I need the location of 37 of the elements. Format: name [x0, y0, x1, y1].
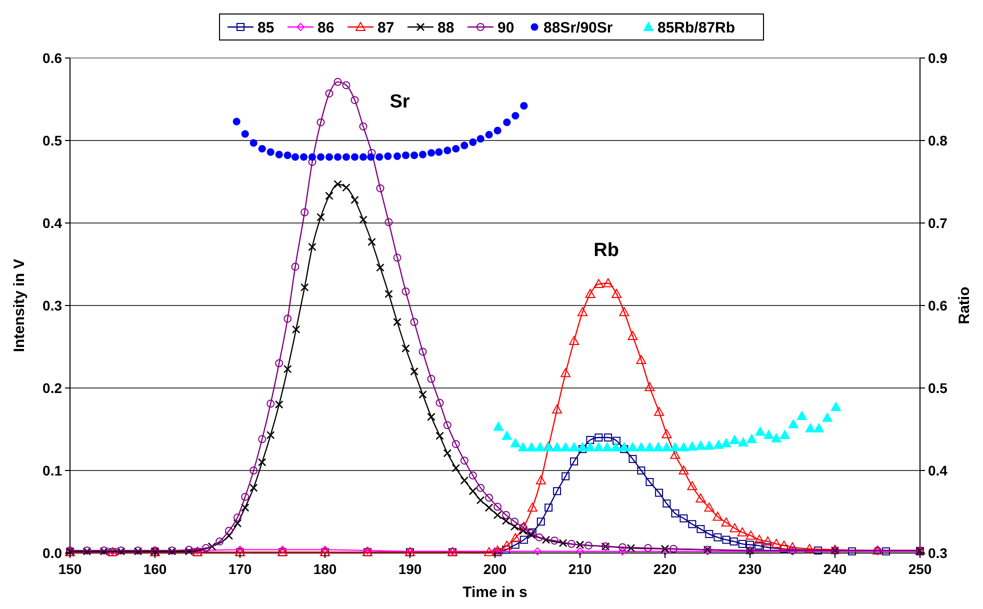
x-tick-label: 170: [228, 561, 252, 577]
y-tick-label: 0.5: [42, 132, 62, 148]
y2-tick-label: 0.4: [928, 462, 948, 478]
x-tick-label: 150: [58, 561, 82, 577]
x-tick-label: 180: [313, 561, 337, 577]
y2-tick-label: 0.5: [928, 380, 948, 396]
legend-label: 88Sr/90Sr: [544, 20, 613, 36]
y-tick-label: 0.2: [42, 380, 62, 396]
legend-label: 88: [438, 20, 454, 36]
x-tick-label: 250: [908, 561, 932, 577]
legend-label: 85Rb/87Rb: [658, 20, 736, 36]
x-tick-label: 230: [738, 561, 762, 577]
y-tick-label: 0.0: [42, 545, 62, 561]
legend-label: 90: [498, 20, 514, 36]
y-tick-label: 0.1: [42, 462, 62, 478]
x-tick-label: 210: [568, 561, 592, 577]
legend-label: 85: [258, 20, 274, 36]
x-tick-label: 190: [398, 561, 422, 577]
legend-label: 86: [318, 20, 334, 36]
y2-tick-label: 0.7: [928, 215, 948, 231]
x-tick-label: 220: [653, 561, 677, 577]
annotation: Rb: [594, 240, 620, 261]
y2-tick-label: 0.3: [928, 545, 948, 561]
y2-tick-label: 0.6: [928, 298, 948, 314]
y2-tick-label: 0.8: [928, 132, 948, 148]
annotation: Sr: [390, 92, 410, 112]
y2-tick-label: 0.9: [928, 50, 948, 66]
x-tick-label: 240: [823, 561, 847, 577]
x-axis-title: Time in s: [462, 584, 528, 601]
y-axis-title: Intensity in V: [11, 258, 28, 352]
x-tick-label: 200: [483, 561, 507, 577]
x-tick-label: 160: [143, 561, 167, 577]
y-tick-label: 0.3: [42, 298, 62, 314]
y2-axis-title: Ratio: [956, 286, 973, 324]
y-tick-label: 0.4: [42, 215, 62, 231]
legend-label: 87: [378, 20, 394, 36]
y-tick-label: 0.6: [42, 50, 62, 66]
